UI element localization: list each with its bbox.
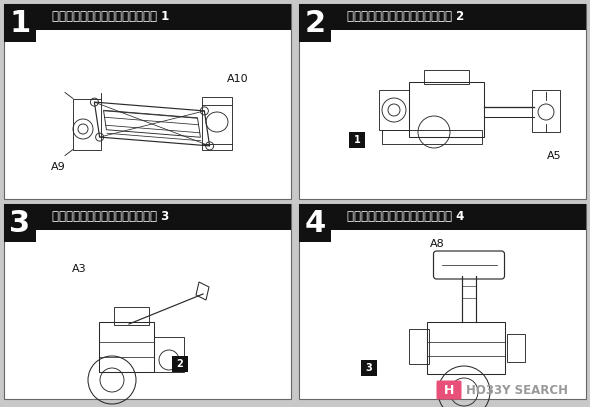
Text: 3: 3 xyxy=(366,363,372,373)
Bar xyxy=(4,4,291,199)
FancyBboxPatch shape xyxy=(437,381,461,400)
Polygon shape xyxy=(36,30,48,42)
Bar xyxy=(409,82,484,137)
Text: H: H xyxy=(444,383,454,396)
Bar xyxy=(154,337,184,372)
Text: エンジン付きカッターの組み立て 4: エンジン付きカッターの組み立て 4 xyxy=(347,210,464,223)
Bar xyxy=(299,4,586,30)
Bar xyxy=(299,4,586,199)
Bar xyxy=(361,360,377,376)
Text: 1: 1 xyxy=(353,135,360,145)
Text: 4: 4 xyxy=(304,208,326,238)
Bar xyxy=(4,4,36,42)
Polygon shape xyxy=(331,230,343,242)
Bar xyxy=(382,130,482,144)
Bar xyxy=(299,204,331,242)
Text: A5: A5 xyxy=(547,151,561,161)
Bar xyxy=(4,204,291,230)
Bar xyxy=(73,98,101,149)
Bar xyxy=(427,322,505,374)
Text: A3: A3 xyxy=(72,264,86,274)
Bar xyxy=(299,204,586,230)
Bar xyxy=(379,90,409,130)
Bar xyxy=(99,322,154,372)
Text: エンジン付きガッターの組み立て 2: エンジン付きガッターの組み立て 2 xyxy=(347,11,464,24)
Bar xyxy=(424,70,469,84)
Text: 3: 3 xyxy=(9,208,31,238)
Text: A9: A9 xyxy=(51,162,65,172)
Bar xyxy=(299,4,331,42)
Bar xyxy=(532,90,560,132)
Bar xyxy=(4,204,291,399)
Text: 1: 1 xyxy=(9,9,31,37)
Text: A8: A8 xyxy=(430,239,444,249)
Bar xyxy=(4,204,36,242)
Bar xyxy=(507,334,525,362)
Bar xyxy=(299,204,586,399)
Text: HO33Y SEARCH: HO33Y SEARCH xyxy=(466,383,568,396)
Bar xyxy=(4,4,291,30)
Bar xyxy=(349,132,365,148)
Bar xyxy=(202,96,232,149)
Bar xyxy=(114,307,149,325)
Bar xyxy=(172,356,188,372)
Polygon shape xyxy=(331,30,343,42)
Text: 2: 2 xyxy=(304,9,326,37)
Text: A10: A10 xyxy=(227,74,249,84)
Bar xyxy=(409,329,429,364)
Polygon shape xyxy=(36,230,48,242)
Text: エンジン付きカッターの組み立て 1: エンジン付きカッターの組み立て 1 xyxy=(52,11,169,24)
Text: エンジン付きカッターの組み立て 3: エンジン付きカッターの組み立て 3 xyxy=(52,210,169,223)
Text: 2: 2 xyxy=(176,359,183,369)
